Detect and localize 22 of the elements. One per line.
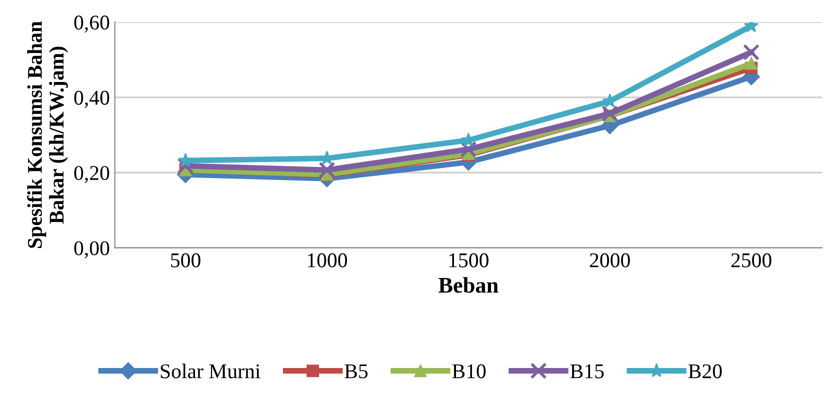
point xyxy=(178,152,193,167)
point xyxy=(745,57,758,70)
x-axis-title: Beban xyxy=(438,277,498,293)
x-tick-label: 1000 xyxy=(308,253,348,268)
point xyxy=(602,105,618,122)
x-tick-label: 500 xyxy=(171,253,200,268)
x-tick-label: 2000 xyxy=(590,253,630,268)
legend-label: B5 xyxy=(344,364,368,378)
legend-label: Solar Murni xyxy=(160,364,260,378)
y-axis-title: Spesifik Konsumsi Bahan Bakar (kh/KW.jam) xyxy=(27,21,68,248)
y-tick-label: 0,60 xyxy=(74,16,110,33)
x-tick-label: 2500 xyxy=(731,253,772,268)
y-tick-label: 0,00 xyxy=(74,241,110,258)
point xyxy=(742,44,760,61)
point xyxy=(318,162,336,178)
legend-label: B20 xyxy=(688,364,722,378)
legend-label: B10 xyxy=(452,364,486,378)
point xyxy=(177,158,194,174)
x-tick-label: 1500 xyxy=(449,253,488,268)
y-tick-label: 0,20 xyxy=(74,166,110,184)
legend-label: B15 xyxy=(570,364,604,378)
y-tick-label: 0,40 xyxy=(74,90,110,108)
